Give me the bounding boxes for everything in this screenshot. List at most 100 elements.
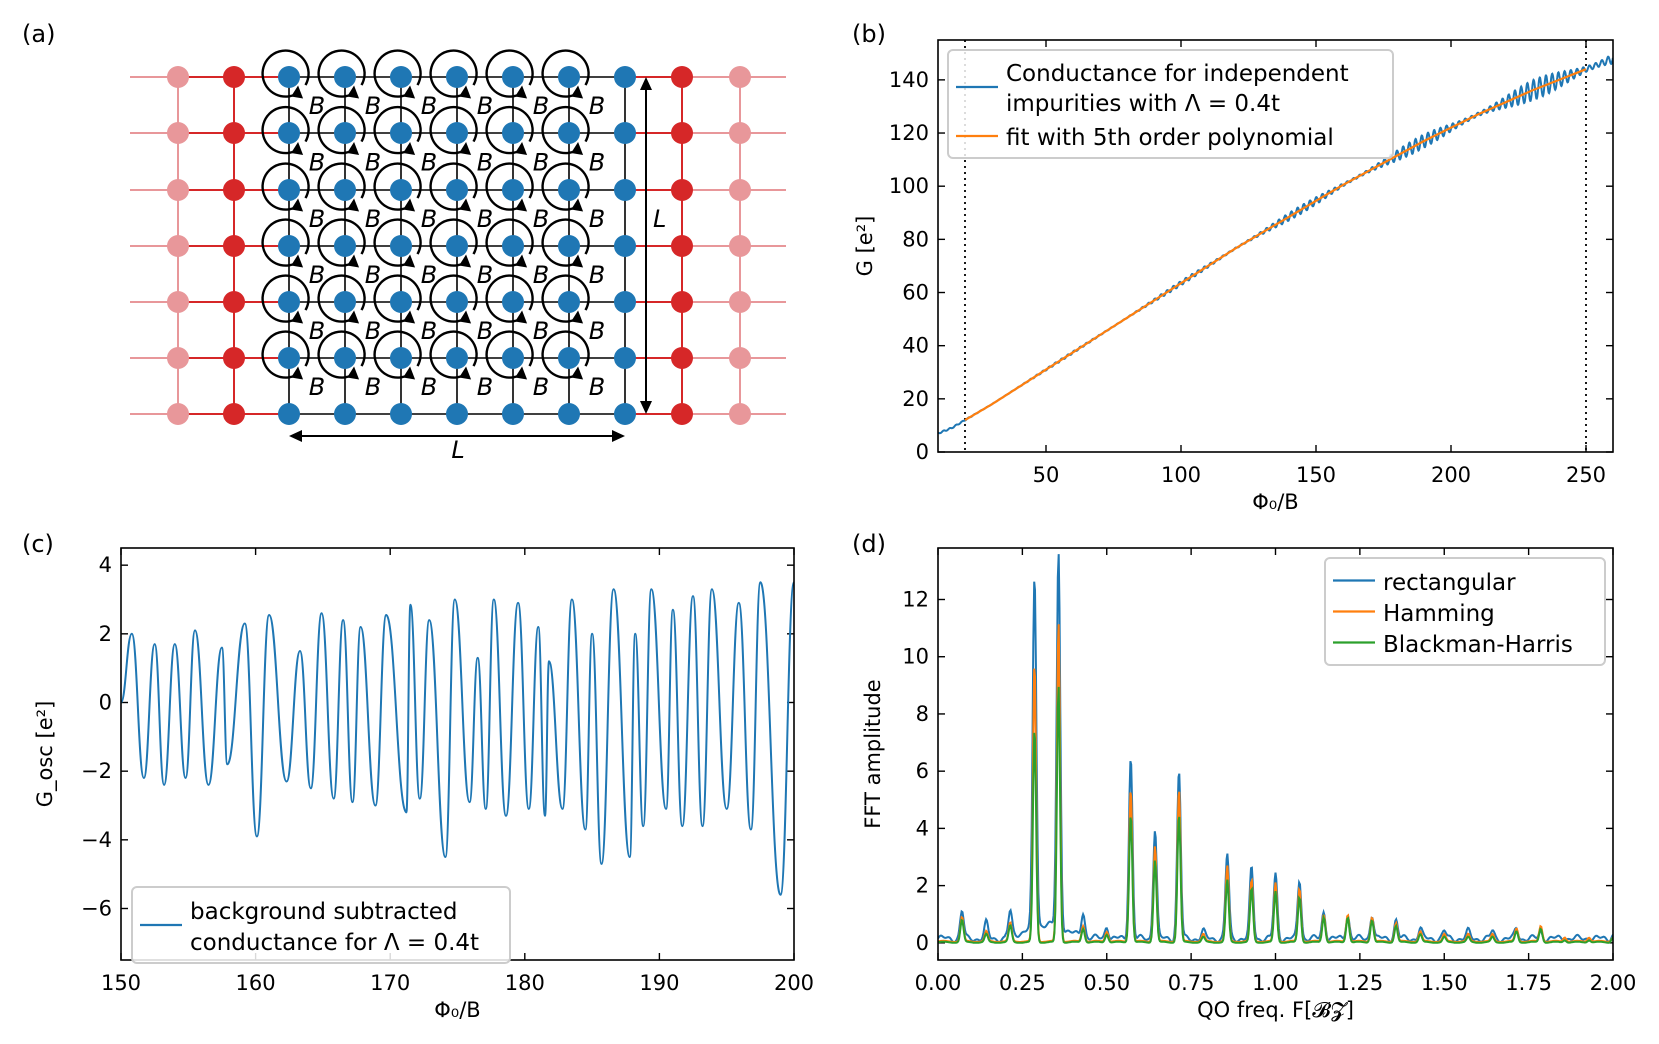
flux-arrowhead (403, 142, 416, 155)
lattice-site (671, 347, 693, 369)
legend-label: Blackman-Harris (1383, 632, 1573, 658)
lattice-diagram: B B B B B BB B B B B BB B B B B BB B B B B BB B B B B BB B B B B BLL (130, 49, 786, 464)
lattice-site (502, 347, 524, 369)
x-tick-label: 190 (639, 971, 679, 995)
legend-label: Hamming (1383, 601, 1495, 627)
lattice-site (729, 403, 751, 425)
flux-label: B (421, 373, 437, 401)
flux-label: B (477, 205, 493, 233)
flux-arrowhead (515, 85, 528, 99)
flux-arrow (541, 105, 590, 155)
flux-arrowhead (347, 85, 360, 99)
flux-label: B (421, 205, 437, 233)
lattice-site (614, 122, 636, 144)
flux-label: B (533, 317, 549, 345)
legend-label: fit with 5th order polynomial (1006, 125, 1334, 151)
x-tick-label: 0.00 (915, 971, 962, 995)
x-tick-label: 100 (1161, 463, 1201, 487)
flux-arrow (317, 218, 366, 267)
lattice-site (390, 235, 412, 257)
lattice-site (446, 122, 468, 144)
flux-arrow (541, 218, 590, 267)
flux-label: B (365, 92, 381, 120)
lattice-site (558, 66, 580, 88)
series-line-oscillation (121, 581, 794, 896)
flux-label: B (589, 92, 605, 120)
lattice-site (558, 347, 580, 369)
flux-label: B (589, 317, 605, 345)
x-tick-label: 170 (370, 971, 410, 995)
flux-label: B (477, 149, 493, 177)
flux-label: B (421, 261, 437, 289)
flux-arrowhead (459, 366, 472, 380)
flux-arrowhead (515, 198, 528, 212)
lattice-site (729, 235, 751, 257)
flux-label: B (365, 149, 381, 177)
lattice-site (502, 403, 524, 425)
flux-arrowhead (515, 142, 528, 155)
lattice-site (334, 403, 356, 425)
panel-c-label: (c) (22, 530, 54, 558)
flux-arrowhead (347, 366, 360, 380)
flux-arrowhead (291, 254, 304, 268)
flux-arrow (261, 274, 310, 323)
flux-arrowhead (403, 310, 416, 324)
plot-area (938, 554, 1613, 944)
x-tick-label: 1.75 (1505, 971, 1552, 995)
length-arrowhead (289, 430, 302, 442)
lattice-site (223, 122, 245, 144)
flux-arrowhead (515, 254, 528, 268)
lattice-site (278, 291, 300, 313)
flux-label: B (533, 261, 549, 289)
y-tick-label: 40 (902, 334, 929, 358)
legend-label: conductance for Λ = 0.4t (190, 930, 479, 956)
legend-box (947, 49, 1394, 159)
flux-arrow (485, 274, 534, 323)
lattice-site (446, 66, 468, 88)
lattice-site (614, 291, 636, 313)
lattice-site (614, 235, 636, 257)
lattice-site (390, 66, 412, 88)
x-tick-label: 200 (774, 971, 814, 995)
y-tick-label: 0 (916, 440, 929, 464)
flux-arrow (317, 274, 366, 323)
flux-arrow (429, 49, 478, 98)
x-tick-label: 1.25 (1336, 971, 1383, 995)
plot-area (121, 581, 794, 896)
lattice-site (446, 179, 468, 201)
y-tick-label: −2 (81, 759, 112, 783)
flux-label: B (309, 373, 325, 401)
flux-arrow (429, 105, 478, 155)
lattice-site (446, 235, 468, 257)
x-tick-label: 200 (1431, 463, 1471, 487)
flux-arrow (429, 162, 478, 211)
x-tick-label: 1.50 (1421, 971, 1468, 995)
flux-label: B (309, 261, 325, 289)
y-tick-label: 80 (902, 227, 929, 251)
flux-label: B (589, 205, 605, 233)
panel-b-label: (b) (852, 20, 886, 48)
lattice-site (167, 291, 189, 313)
lattice-site (671, 179, 693, 201)
flux-arrow (373, 105, 422, 155)
lattice-site (614, 66, 636, 88)
lattice-site (502, 66, 524, 88)
legend-label: background subtracted (190, 899, 458, 925)
flux-arrow (429, 330, 478, 379)
flux-arrowhead (459, 310, 472, 324)
x-tick-label: 160 (236, 971, 276, 995)
flux-arrow (261, 105, 310, 155)
legend-label: rectangular (1383, 570, 1516, 596)
lattice-site (558, 122, 580, 144)
flux-label: B (421, 149, 437, 177)
length-arrowhead (640, 77, 652, 90)
flux-arrowhead (571, 254, 584, 268)
lattice-site (614, 179, 636, 201)
x-tick-label: 0.75 (1168, 971, 1215, 995)
flux-arrowhead (459, 198, 472, 212)
lattice-site (278, 403, 300, 425)
lattice-site (334, 66, 356, 88)
flux-arrow (541, 330, 590, 379)
lattice-site (223, 347, 245, 369)
lattice-site (223, 235, 245, 257)
